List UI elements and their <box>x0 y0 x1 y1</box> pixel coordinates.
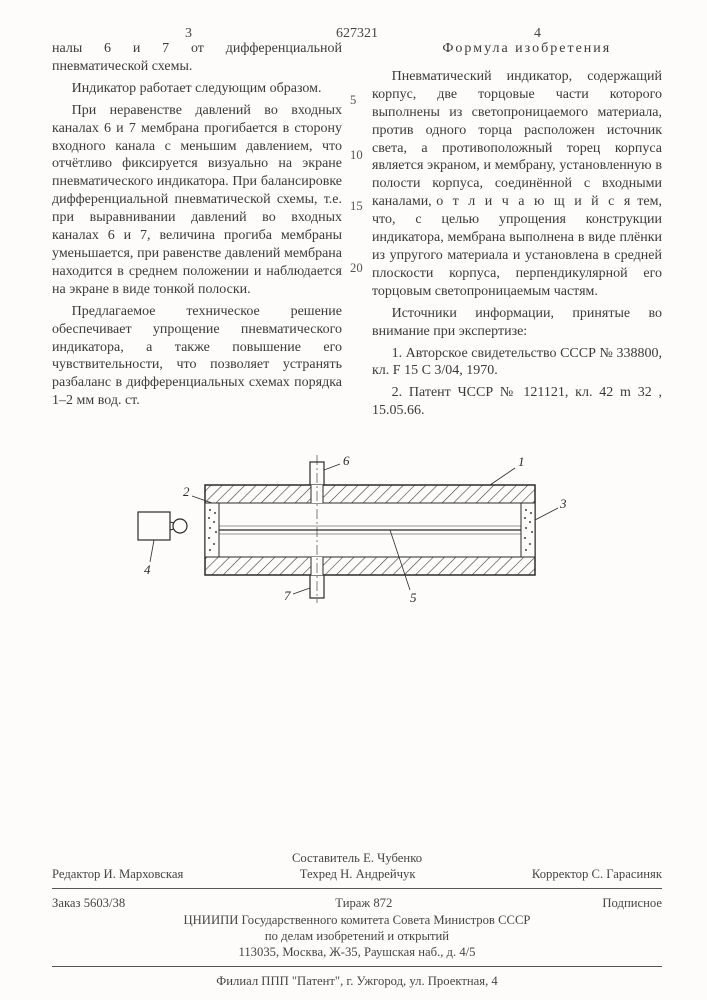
figure-label-5: 5 <box>410 590 417 605</box>
body-columns: налы 6 и 7 от дифференциальной пневматич… <box>52 40 662 424</box>
paragraph: налы 6 и 7 от дифференциальной пневматич… <box>52 40 342 76</box>
reference-item: 1. Авторское свидетельство СССР № 338800… <box>372 345 662 381</box>
figure-bulb <box>173 519 187 533</box>
figure-label-7: 7 <box>284 588 291 603</box>
figure-label-6: 6 <box>343 453 350 468</box>
claim-paragraph: Пневматический индикатор, содержащий кор… <box>372 68 662 301</box>
divider <box>52 966 662 967</box>
paragraph: Источники информации, принятые во вниман… <box>372 305 662 341</box>
tirazh: Тираж 872 <box>335 895 392 911</box>
right-column: Формула изобретения Пневматический индик… <box>372 40 662 424</box>
org-line-2: по делам изобретений и открытий <box>52 928 662 944</box>
claim-text: тем, что, с целью упрощения конструкции … <box>372 194 662 299</box>
claim-text: Пневматический индикатор, содержащий кор… <box>372 69 662 209</box>
reference-item: 2. Патент ЧССР № 121121, кл. 42 m 32 , 1… <box>372 384 662 420</box>
address: 113035, Москва, Ж-35, Раушская наб., д. … <box>52 944 662 960</box>
imprint-footer: Составитель Е. Чубенко Редактор И. Мархо… <box>52 850 662 990</box>
figure-bottom-wall <box>205 557 535 575</box>
figure-right-cap <box>521 503 535 557</box>
paragraph: Предлагаемое техническое решение обеспеч… <box>52 303 342 410</box>
filial: Филиал ППП "Патент", г. Ужгород, ул. Про… <box>52 973 662 989</box>
tech-editor: Техред Н. Андрейчук <box>300 866 416 882</box>
paragraph: При неравенстве давлений во входных кана… <box>52 102 342 299</box>
order-number: Заказ 5603/38 <box>52 895 125 911</box>
figure-label-3: 3 <box>559 496 567 511</box>
figure-label-1: 1 <box>518 454 525 469</box>
figure-left-cap <box>205 503 219 557</box>
paragraph: Индикатор работает следующим образом. <box>52 80 342 98</box>
org-line-1: ЦНИИПИ Государственного комитета Совета … <box>52 912 662 928</box>
figure-top-wall <box>205 485 535 503</box>
corrector: Корректор С. Гарасиняк <box>532 866 662 882</box>
podpisnoe: Подписное <box>602 895 662 911</box>
composer: Составитель Е. Чубенко <box>52 850 662 866</box>
claim-spaced-word: о т л и ч а ю щ и й с я <box>436 194 633 209</box>
figure-label-4: 4 <box>144 562 151 577</box>
editor: Редактор И. Марховская <box>52 866 183 882</box>
patent-figure: 1 2 3 4 5 6 7 <box>110 450 580 610</box>
claims-title: Формула изобретения <box>372 40 662 58</box>
figure-light-source <box>138 512 170 540</box>
left-column: налы 6 и 7 от дифференциальной пневматич… <box>52 40 342 424</box>
divider <box>52 888 662 889</box>
figure-label-2: 2 <box>183 484 190 499</box>
